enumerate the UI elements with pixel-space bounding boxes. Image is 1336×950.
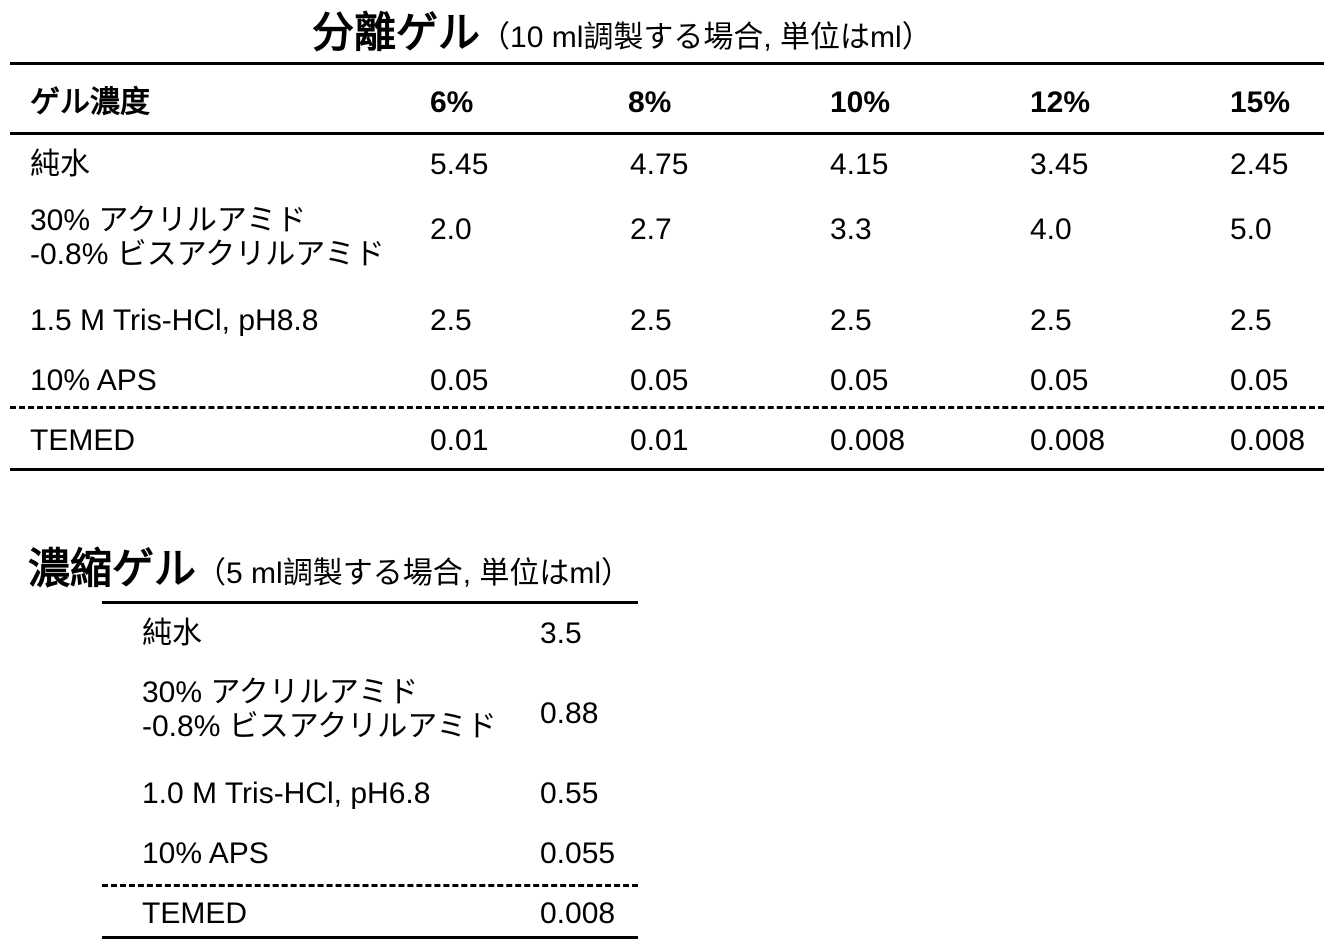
column-header-15pct: 15% [1230, 86, 1291, 119]
cell-value: 2.5 [630, 304, 672, 337]
column-header-10pct: 10% [830, 86, 891, 119]
row-label-temed: TEMED [142, 897, 247, 930]
cell-value: 3.45 [1030, 148, 1089, 181]
separating-gel-title: 分離ゲル（10 ml調製する場合, 単位はml） [312, 12, 932, 54]
separating-gel-title-main: 分離ゲル [312, 9, 481, 56]
table-bottom-rule [10, 468, 1324, 471]
row-label-aps: 10% APS [142, 837, 269, 870]
column-header-8pct: 8% [628, 86, 672, 119]
cell-value: 3.3 [830, 213, 872, 246]
cell-value: 0.05 [430, 364, 489, 397]
stacking-gel-title: 濃縮ゲル（5 ml調製する場合, 単位はml） [28, 548, 631, 590]
cell-value: 0.055 [540, 837, 616, 870]
separating-gel-title-sub: （10 ml調製する場合, 単位はml） [480, 21, 932, 54]
row-label-temed: TEMED [30, 424, 135, 457]
stacking-gel-title-main: 濃縮ゲル [28, 545, 197, 592]
row-label-pure-water: 純水 [142, 617, 202, 650]
cell-value: 4.0 [1030, 213, 1072, 246]
cell-value: 0.008 [830, 424, 906, 457]
stacking-gel-title-sub: （5 ml調製する場合, 単位はml） [196, 557, 632, 590]
table-top-rule [102, 601, 638, 604]
table-bottom-rule [102, 936, 638, 939]
column-header-gel-concentration: ゲル濃度 [30, 86, 150, 119]
row-label-aps: 10% APS [30, 364, 157, 397]
cell-value: 2.7 [630, 213, 672, 246]
cell-value: 0.05 [1230, 364, 1289, 397]
table-dashed-rule [102, 884, 638, 887]
cell-value: 4.75 [630, 148, 689, 181]
cell-value: 5.0 [1230, 213, 1272, 246]
cell-value: 0.88 [540, 697, 599, 730]
cell-value: 2.5 [1030, 304, 1072, 337]
cell-value: 2.5 [830, 304, 872, 337]
table-dashed-rule [10, 406, 1324, 409]
cell-value: 0.008 [1030, 424, 1106, 457]
cell-value: 0.008 [540, 897, 616, 930]
cell-value: 3.5 [540, 617, 582, 650]
cell-value: 2.45 [1230, 148, 1289, 181]
cell-value: 0.55 [540, 777, 599, 810]
cell-value: 2.5 [430, 304, 472, 337]
cell-value: 5.45 [430, 148, 489, 181]
row-label-acrylamide: 30% アクリルアミド -0.8% ビスアクリルアミド [142, 676, 497, 743]
table-top-rule [10, 62, 1324, 65]
column-header-6pct: 6% [430, 86, 474, 119]
cell-value: 2.5 [1230, 304, 1272, 337]
cell-value: 0.05 [630, 364, 689, 397]
cell-value: 0.05 [1030, 364, 1089, 397]
row-label-tris-hcl: 1.0 M Tris-HCl, pH6.8 [142, 777, 431, 810]
cell-value: 0.008 [1230, 424, 1306, 457]
row-label-acrylamide: 30% アクリルアミド -0.8% ビスアクリルアミド [30, 204, 385, 271]
cell-value: 0.05 [830, 364, 889, 397]
cell-value: 0.01 [630, 424, 689, 457]
cell-value: 4.15 [830, 148, 889, 181]
column-header-12pct: 12% [1030, 86, 1091, 119]
cell-value: 0.01 [430, 424, 489, 457]
row-label-pure-water: 純水 [30, 148, 90, 181]
cell-value: 2.0 [430, 213, 472, 246]
row-label-tris-hcl: 1.5 M Tris-HCl, pH8.8 [30, 304, 319, 337]
table-header-rule [10, 132, 1324, 135]
